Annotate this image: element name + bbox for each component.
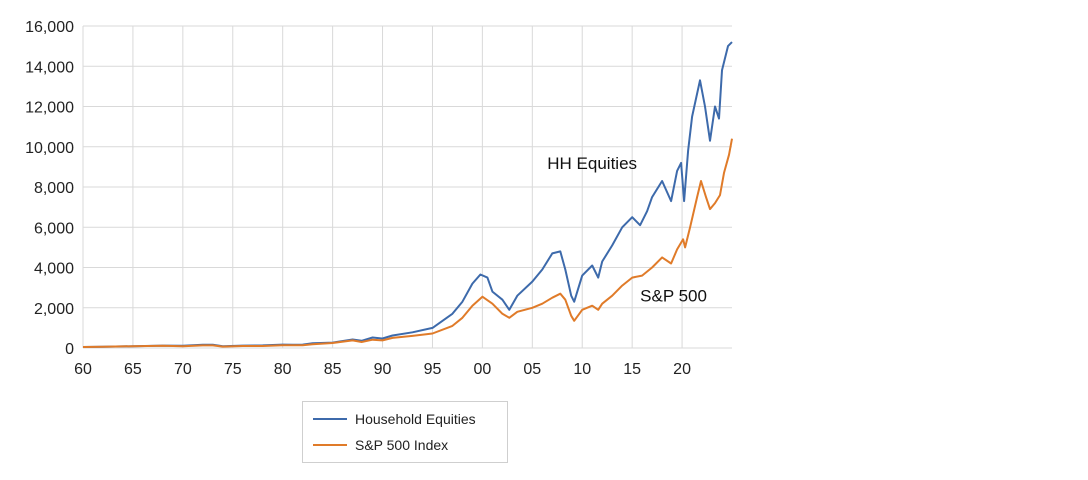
x-tick-label: 85 xyxy=(324,361,342,378)
annotation-hh-equities: HH Equities xyxy=(547,154,637,173)
x-tick-label: 20 xyxy=(673,361,691,378)
x-tick-label: 05 xyxy=(523,361,541,378)
line-chart: 60 65 70 75 80 85 90 95 00 05 10 15 20 0 2,000 4,000 6,… xyxy=(25,19,733,378)
chart-annotations: HH Equities S&P 500 xyxy=(547,154,707,306)
x-tick-label: 00 xyxy=(473,361,491,378)
annotation-sp500: S&P 500 xyxy=(640,287,707,306)
x-tick-label: 65 xyxy=(124,361,142,378)
x-axis-ticks: 60 65 70 75 80 85 90 95 00 05 10 15 20 xyxy=(74,361,691,378)
x-tick-label: 90 xyxy=(374,361,392,378)
x-tick-label: 15 xyxy=(623,361,641,378)
y-tick-label: 6,000 xyxy=(34,220,74,237)
y-tick-label: 4,000 xyxy=(34,261,74,278)
y-tick-label: 16,000 xyxy=(25,19,74,36)
x-tick-label: 70 xyxy=(174,361,192,378)
x-tick-label: 75 xyxy=(224,361,242,378)
legend-label-household-equities: Household Equities xyxy=(355,411,476,427)
y-tick-label: 2,000 xyxy=(34,301,74,318)
x-tick-label: 95 xyxy=(424,361,442,378)
x-tick-label: 80 xyxy=(274,361,292,378)
legend-swatch-sp500-index xyxy=(313,444,347,446)
legend-label-sp500-index: S&P 500 Index xyxy=(355,437,449,453)
y-tick-label: 0 xyxy=(65,341,74,358)
chart-grid xyxy=(82,25,732,349)
y-axis-ticks: 0 2,000 4,000 6,000 8,000 10,000 12,000 14,000 1… xyxy=(25,19,74,358)
legend-item-sp500-index: S&P 500 Index xyxy=(313,435,448,455)
series-line-sp500-index xyxy=(82,138,733,348)
series-line-household-equities xyxy=(82,41,733,348)
chart-legend: Household Equities S&P 500 Index xyxy=(302,401,508,463)
chart-series xyxy=(82,41,733,348)
legend-item-household-equities: Household Equities xyxy=(313,409,476,429)
y-tick-label: 10,000 xyxy=(25,140,74,157)
legend-swatch-household-equities xyxy=(313,418,347,420)
y-tick-label: 14,000 xyxy=(25,59,74,76)
x-tick-label: 10 xyxy=(573,361,591,378)
y-tick-label: 12,000 xyxy=(25,100,74,117)
x-tick-label: 60 xyxy=(74,361,92,378)
y-tick-label: 8,000 xyxy=(34,180,74,197)
